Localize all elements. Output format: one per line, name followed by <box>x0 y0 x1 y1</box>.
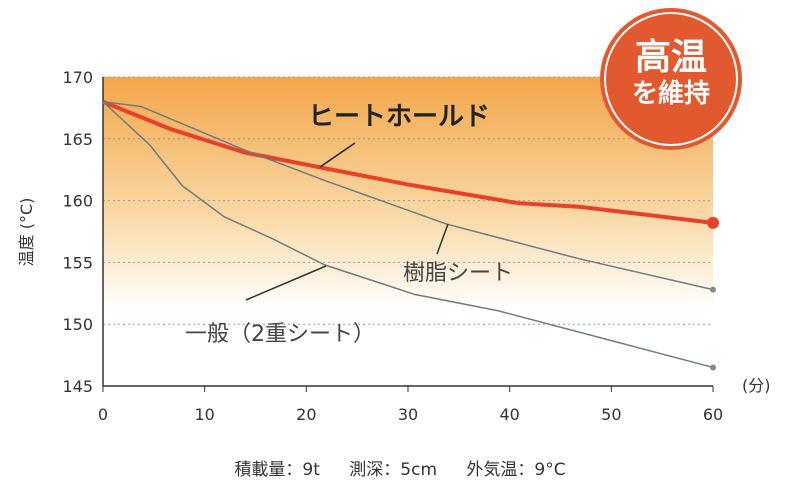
depth-condition: 測深：5cm <box>349 460 438 480</box>
x-tick-label: 10 <box>194 405 214 424</box>
conditions-footer: 積載量：9t 測深：5cm 外気温：9°C <box>0 455 800 480</box>
x-tick-label: 0 <box>98 405 108 424</box>
series-label-resin: 樹脂シート <box>403 261 513 286</box>
series-label-general: 一般（2重シート） <box>185 322 375 347</box>
badge-line-2: を維持 <box>631 79 710 109</box>
x-tick-label: 20 <box>296 405 316 424</box>
x-axis-label: (分) <box>742 376 771 395</box>
series-line-0 <box>102 99 714 225</box>
x-tick-label: 30 <box>398 405 418 424</box>
badge-line-1: 高温 <box>634 37 707 78</box>
leader-heathold <box>319 142 356 168</box>
load-condition: 積載量：9t <box>234 460 320 480</box>
x-tick-label: 60 <box>703 405 723 424</box>
y-tick-label: 145 <box>62 377 93 396</box>
series-endpoint-2 <box>710 364 716 371</box>
series-line-1 <box>102 100 714 291</box>
plot-background <box>103 77 713 386</box>
series-line-2 <box>102 101 714 369</box>
x-tick-label: 40 <box>499 405 519 424</box>
leader-resin <box>436 223 449 255</box>
high-temp-badge: 高温 を維持 <box>600 8 742 150</box>
y-tick-label: 165 <box>62 130 93 149</box>
y-tick-label: 170 <box>62 68 93 87</box>
outside-temp-condition: 外気温：9°C <box>466 460 566 480</box>
series-label-heathold: ヒートホールド <box>308 102 490 132</box>
series-endpoint-0 <box>707 216 719 229</box>
y-tick-label: 150 <box>62 315 93 334</box>
y-tick-label: 155 <box>62 253 93 272</box>
y-axis-label: 温度 (°C) <box>17 198 36 267</box>
y-tick-label: 160 <box>62 192 93 211</box>
x-tick-label: 50 <box>601 405 621 424</box>
leader-general <box>245 265 327 301</box>
series-endpoint-1 <box>710 286 716 293</box>
